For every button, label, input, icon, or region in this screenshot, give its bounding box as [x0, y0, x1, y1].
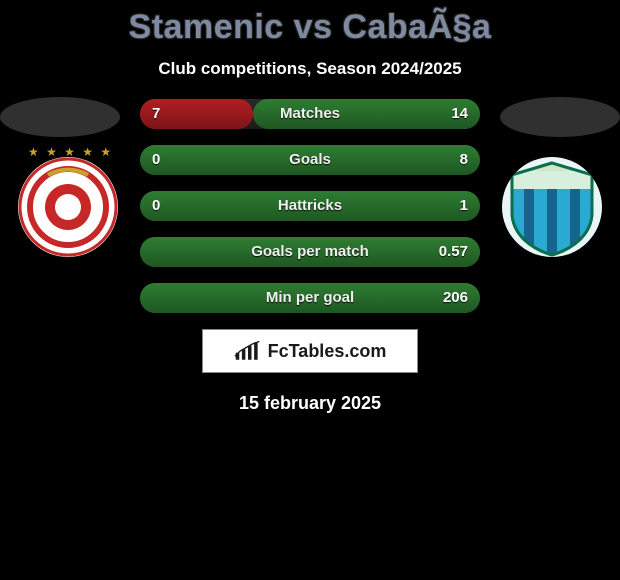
player-silhouette-left	[0, 97, 120, 137]
stat-value-right: 0.57	[427, 237, 480, 267]
player-silhouette-right	[500, 97, 620, 137]
club-crest-left	[18, 157, 118, 257]
stat-value-right: 206	[431, 283, 480, 313]
comparison-arena: ★ ★ ★ ★ ★ 714Matches08Goals01Hattr	[0, 97, 620, 313]
stat-rows: 714Matches08Goals01Hattricks0.57Goals pe…	[140, 97, 480, 313]
stat-row: 08Goals	[140, 145, 480, 175]
stat-value-left	[140, 283, 164, 313]
stat-value-right: 14	[439, 99, 480, 129]
stat-value-right: 1	[448, 191, 480, 221]
brand-box: FcTables.com	[202, 329, 418, 373]
club-crest-right	[502, 157, 602, 257]
stat-value-left: 0	[140, 191, 172, 221]
stat-fill-right	[140, 191, 480, 221]
crest-right-icon	[502, 157, 602, 257]
stat-value-left: 7	[140, 99, 172, 129]
stat-fill-right	[140, 283, 480, 313]
brand-chart-icon	[234, 340, 262, 362]
stat-row: 714Matches	[140, 99, 480, 129]
stat-row: 206Min per goal	[140, 283, 480, 313]
stat-row: 0.57Goals per match	[140, 237, 480, 267]
brand-text: FcTables.com	[268, 341, 387, 362]
stat-row: 01Hattricks	[140, 191, 480, 221]
comparison-date: 15 february 2025	[0, 393, 620, 414]
stat-value-left	[140, 237, 164, 267]
stat-value-right: 8	[448, 145, 480, 175]
crest-left-icon	[18, 157, 118, 257]
stat-fill-right	[140, 145, 480, 175]
stat-value-left: 0	[140, 145, 172, 175]
page-subtitle: Club competitions, Season 2024/2025	[0, 59, 620, 79]
page-title: Stamenic vs CabaÃ§a	[0, 0, 620, 47]
